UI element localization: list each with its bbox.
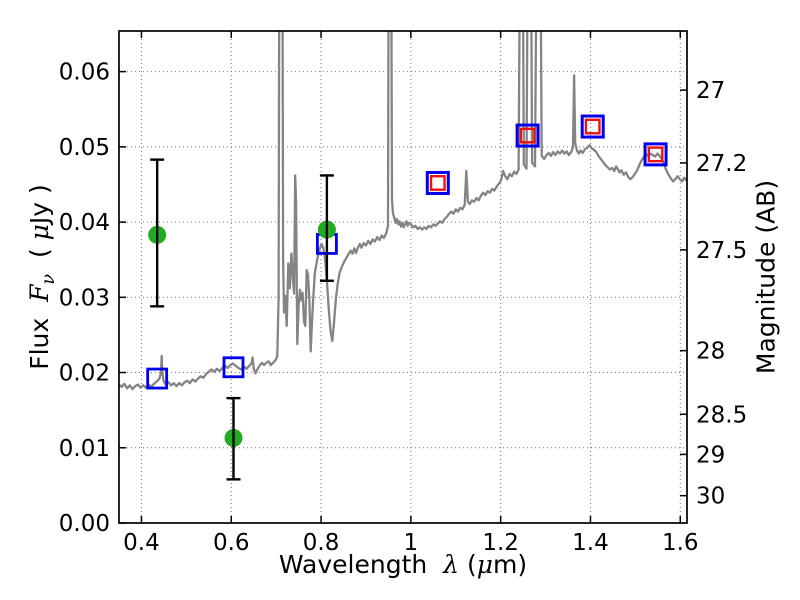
x-tick-label: 1.6: [662, 530, 699, 556]
y-axis-label-left: Flux Fν ( μJy ): [25, 184, 59, 370]
y-axis-unit-rest: Jy ): [25, 184, 54, 225]
mu-symbol-flux: μ: [25, 224, 54, 241]
error-bar: [319, 174, 334, 282]
y-tick-label-right: 27.2: [696, 151, 747, 177]
red-square-marker: [647, 146, 664, 163]
y-tick-label-right: 28.5: [696, 402, 747, 428]
spectrum-line: [119, 31, 687, 391]
plot-frame: [118, 30, 688, 524]
lambda-symbol: λ: [443, 550, 459, 579]
y-tick-label-right: 27: [696, 78, 725, 104]
y-axis-unit-open: (: [25, 240, 54, 259]
y-tick-label-left: 0.00: [59, 511, 110, 537]
nu-symbol: ν: [39, 273, 59, 285]
observed-photometry: [148, 158, 336, 481]
x-tick-label: 0.8: [303, 530, 340, 556]
y-tick-label-right: 28: [696, 339, 725, 365]
x-axis-unit-rest: m): [492, 550, 528, 579]
y-tick-label-left: 0.01: [59, 436, 110, 462]
optical-model-squares: [146, 232, 338, 390]
y-tick-label-left: 0.06: [59, 60, 110, 86]
tick-marks: [119, 31, 687, 524]
y-tick-label-right: 27.5: [696, 238, 747, 264]
blue-square-marker: [425, 170, 450, 195]
x-axis-unit-open: (: [466, 550, 477, 579]
red-square-marker: [429, 175, 446, 191]
y-axis-label-word: Flux: [25, 317, 54, 370]
blue-square-marker: [222, 356, 245, 379]
x-tick-label: 1.4: [572, 530, 609, 556]
red-square-marker: [584, 118, 601, 135]
flux-F-symbol: Fν: [25, 273, 59, 302]
y-tick-label-left: 0.03: [59, 285, 110, 311]
mu-symbol: μ: [476, 550, 493, 579]
y-tick-label-left: 0.04: [59, 210, 110, 236]
error-bar: [226, 396, 241, 481]
x-tick-label: 1: [404, 530, 419, 556]
y-tick-label-left: 0.05: [59, 135, 110, 161]
y-tick-label-right: 29: [696, 442, 725, 468]
gridlines: [119, 31, 687, 524]
blue-square-marker: [580, 114, 605, 139]
x-tick-label: 1.2: [482, 530, 519, 556]
blue-square-marker: [146, 367, 169, 390]
blue-square-marker: [643, 142, 668, 167]
nir-model-squares: [425, 114, 668, 195]
y-tick-label-left: 0.02: [59, 361, 110, 387]
y-axis-label-right: Magnitude (AB): [751, 179, 781, 375]
x-axis-label: Wavelength λ (μm): [119, 550, 687, 579]
blue-square-marker: [515, 123, 540, 148]
x-axis-label-word: Wavelength: [278, 550, 428, 579]
error-bar: [150, 158, 165, 308]
x-tick-label: 0.4: [123, 530, 160, 556]
y-tick-label-right: 30: [696, 484, 725, 510]
red-square-marker: [519, 127, 536, 144]
x-tick-label: 0.6: [213, 530, 250, 556]
